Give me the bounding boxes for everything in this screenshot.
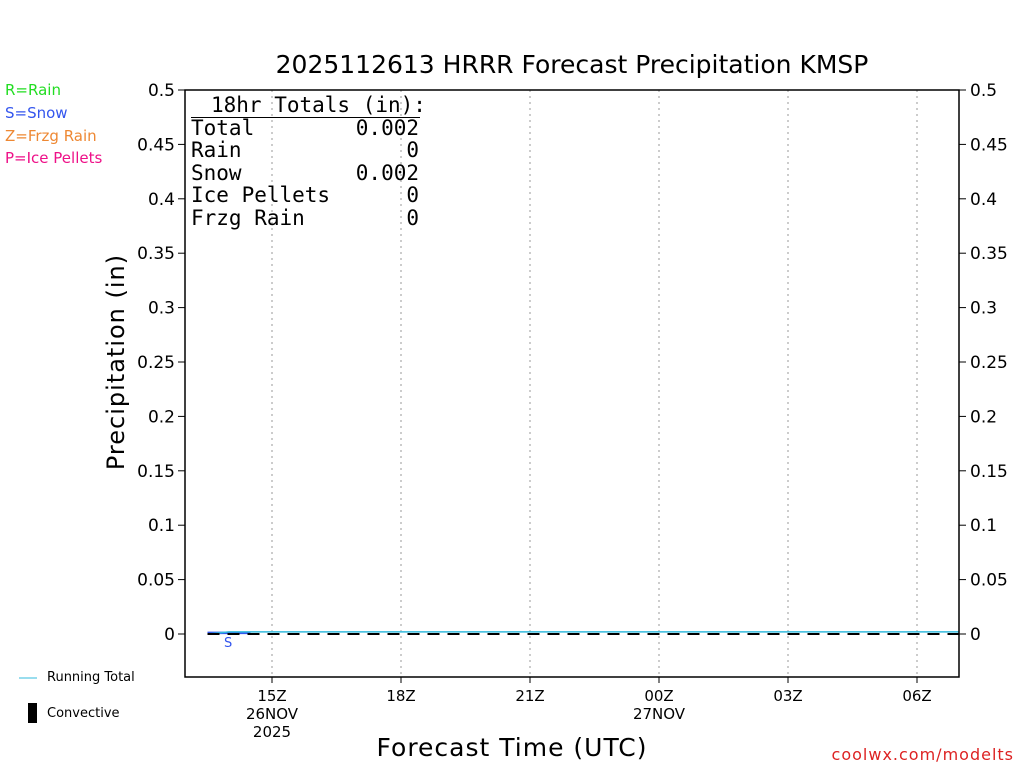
y-tick-label-left: 0.4: [148, 190, 175, 210]
totals-row-rain: Rain 0: [191, 139, 419, 162]
y-tick-label-left: 0.5: [148, 81, 175, 101]
x-tick-label: 06Z: [902, 687, 931, 705]
totals-row-snow: Snow 0.002: [191, 162, 419, 185]
totals-label: Snow: [191, 160, 242, 185]
vertical-gridlines: [271, 90, 918, 677]
totals-row-frzg-rain: Frzg Rain 0: [191, 207, 419, 230]
legend-ice-pellets: P=Ice Pellets: [5, 149, 103, 167]
y-tick-label-right: 0.5: [970, 81, 997, 101]
x-tick-year: 2025: [253, 723, 291, 741]
y-tick-label-left: 0.25: [137, 353, 175, 373]
credit-link[interactable]: coolwx.com/modelts: [831, 745, 1014, 764]
totals-value: 0: [406, 183, 419, 208]
totals-row-ice-pellets: Ice Pellets 0: [191, 184, 419, 207]
y-tick-label-right: 0.4: [970, 190, 997, 210]
totals-row-total: Total 0.002: [191, 115, 419, 140]
y-tick-label-left: 0.2: [148, 407, 175, 427]
series-line-running-total: [207, 631, 959, 635]
totals-label: Rain: [191, 138, 242, 163]
x-tick-label: 00Z: [644, 687, 673, 705]
legend-convective: Convective: [47, 706, 120, 721]
legend-frzg-rain: Z=Frzg Rain: [5, 127, 97, 145]
plot-frame: [184, 89, 960, 678]
chart-title: 2025112613 HRRR Forecast Precipitation K…: [275, 50, 869, 79]
y-tick-label-right: 0.15: [970, 462, 1008, 482]
totals-value: 0: [406, 138, 419, 163]
totals-underline: [191, 117, 420, 118]
x-tick-date: 27NOV: [633, 705, 686, 723]
y-tick-label-left: 0.45: [137, 135, 175, 155]
totals-value: 0.002: [355, 160, 419, 185]
y-tick-label-right: 0.35: [970, 244, 1008, 264]
x-tick-label: 03Z: [773, 687, 802, 705]
y-axis-label: Precipitation (in): [102, 253, 130, 471]
convective-legend-swatch: [28, 703, 37, 723]
y-tick-label-right: 0.3: [970, 299, 997, 319]
y-tick-label-left: 0.35: [137, 244, 175, 264]
y-tick-label-right: 0.1: [970, 516, 997, 536]
x-tick-label: 15Z: [257, 687, 286, 705]
x-tick-label: 21Z: [515, 687, 544, 705]
right-y-axis: 0 0.05 0.1 0.15 0.2 0.25 0.3 0.35 0.4 0.45 0.5: [959, 81, 1008, 645]
y-tick-label-right: 0.05: [970, 571, 1008, 591]
y-tick-label-right: 0.25: [970, 353, 1008, 373]
legend-running-total: Running Total: [47, 670, 135, 685]
left-y-axis: 0 0.05 0.1 0.15 0.2 0.25 0.3 0.35 0.4 0.45 0.5: [137, 81, 185, 645]
y-tick-label-right: 0.45: [970, 135, 1008, 155]
y-tick-label-right: 0.2: [970, 407, 997, 427]
x-tick-date: 26NOV: [246, 705, 299, 723]
totals-label: Ice Pellets: [191, 183, 331, 208]
y-tick-label-right: 0: [970, 625, 981, 645]
totals-box: 18hr Totals (in): Total 0.002 Rain 0 Sno…: [191, 94, 426, 230]
y-tick-label-left: 0.3: [148, 299, 175, 319]
x-tick-label: 18Z: [386, 687, 415, 705]
snow-marker: S: [224, 636, 233, 651]
y-tick-label-left: 0: [164, 625, 175, 645]
legend-rain: R=Rain: [5, 81, 61, 99]
totals-header: 18hr Totals (in):: [211, 93, 426, 117]
totals-value: 0: [406, 205, 419, 230]
y-tick-label-left: 0.15: [137, 462, 175, 482]
y-tick-label-left: 0.1: [148, 516, 175, 536]
x-axis-label: Forecast Time (UTC): [376, 733, 648, 762]
series-layer: [207, 631, 959, 635]
totals-label: Frzg Rain: [191, 205, 305, 230]
totals-value: 0.002: [355, 115, 419, 140]
legend-snow: S=Snow: [5, 104, 68, 122]
totals-label: Total: [191, 115, 255, 140]
y-tick-label-left: 0.05: [137, 571, 175, 591]
